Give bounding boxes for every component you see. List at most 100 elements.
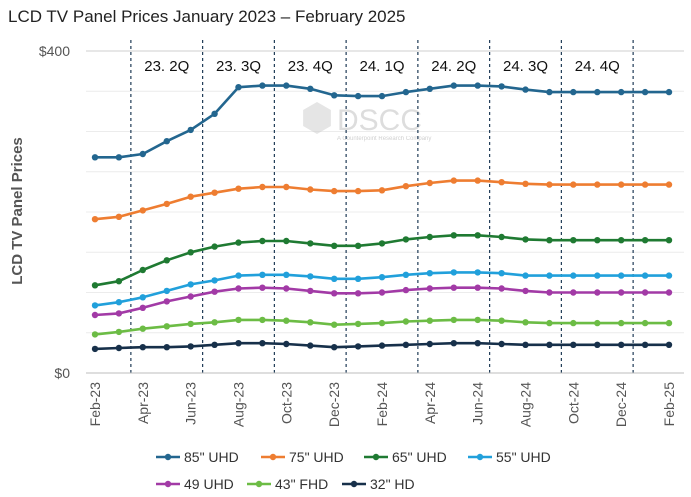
data-point [402, 88, 410, 96]
data-point [570, 319, 577, 327]
data-point [187, 281, 194, 288]
data-point [331, 92, 338, 99]
data-point [522, 272, 529, 279]
data-point [91, 282, 99, 289]
data-point [641, 289, 649, 296]
data-point [211, 341, 218, 348]
x-tick-label: Dec-23 [326, 382, 342, 427]
data-point [474, 177, 481, 184]
data-point [283, 82, 290, 89]
data-point [211, 277, 218, 284]
data-point [641, 272, 649, 279]
data-point [91, 311, 99, 319]
x-tick-label: Feb-25 [661, 382, 677, 427]
data-point [402, 286, 410, 294]
data-point [665, 88, 673, 96]
data-point [665, 272, 673, 279]
data-point [618, 319, 625, 327]
data-point [570, 181, 577, 188]
data-point [378, 319, 386, 327]
data-point [187, 126, 194, 134]
watermark-logo-icon [303, 102, 331, 134]
data-point [594, 88, 601, 96]
data-point [426, 179, 433, 187]
legend-label: 32" HD [370, 476, 415, 492]
data-point [307, 273, 314, 280]
data-point [474, 232, 481, 239]
data-point [139, 325, 146, 332]
legend-marker [255, 480, 263, 488]
data-point [235, 84, 242, 91]
data-point [546, 341, 553, 348]
quarter-label: 24. 3Q [503, 58, 548, 75]
data-point [307, 319, 314, 326]
legend-marker [350, 480, 358, 488]
data-point [618, 237, 625, 244]
data-point [450, 232, 457, 239]
data-point [474, 316, 481, 324]
data-point [641, 237, 649, 244]
legend-item: 43" FHD [247, 476, 328, 492]
data-point [450, 177, 457, 184]
data-point [594, 289, 601, 296]
data-point [546, 289, 553, 296]
data-point [522, 341, 529, 348]
data-point [665, 237, 673, 244]
data-point [235, 340, 242, 347]
data-point [115, 344, 123, 352]
y-tick-label: $400 [39, 43, 70, 59]
data-point [235, 285, 242, 292]
legend-item: 65" UHD [364, 449, 447, 465]
data-point [570, 272, 577, 279]
data-point [641, 181, 649, 188]
data-point [187, 320, 194, 328]
legend-label: 75" UHD [289, 449, 344, 465]
data-point [307, 287, 314, 295]
legend-label: 55" UHD [496, 449, 551, 465]
data-point [235, 316, 242, 324]
data-point [402, 236, 410, 243]
data-point [211, 288, 218, 295]
data-point [594, 319, 601, 327]
data-point [426, 233, 433, 241]
data-point [283, 183, 290, 191]
data-point [235, 239, 242, 246]
data-point [641, 88, 649, 96]
series-43-fhd [91, 316, 673, 338]
data-point [259, 82, 266, 89]
data-point [426, 340, 433, 348]
series-32-hd [91, 340, 673, 353]
x-tick-label: Apr-23 [135, 382, 151, 424]
data-point [378, 289, 386, 296]
data-point [354, 187, 362, 195]
data-point [283, 340, 290, 348]
data-point [139, 344, 146, 351]
data-point [139, 150, 146, 158]
legend-item: 32" HD [342, 476, 415, 492]
data-point [402, 318, 410, 325]
data-point [594, 272, 601, 279]
data-point [211, 243, 218, 250]
data-point [378, 187, 386, 194]
data-point [498, 233, 505, 241]
data-point [522, 180, 529, 187]
x-tick-label: Aug-23 [231, 382, 247, 427]
data-point [522, 287, 529, 295]
data-point [570, 237, 577, 244]
x-tick-label: Apr-24 [422, 382, 438, 424]
series-85-uhd [91, 82, 673, 161]
x-tick-label: Jun-24 [470, 382, 486, 425]
data-point [546, 88, 553, 96]
data-point [546, 319, 553, 327]
data-point [307, 342, 314, 349]
data-point [354, 290, 362, 297]
data-point [618, 88, 625, 96]
quarter-label: 23. 2Q [144, 58, 189, 75]
data-point [426, 85, 433, 93]
data-point [163, 298, 170, 305]
data-point [91, 154, 99, 161]
data-point [450, 340, 457, 347]
legend-item: 49 UHD [156, 476, 234, 492]
data-point [641, 341, 649, 348]
data-point [665, 341, 673, 348]
